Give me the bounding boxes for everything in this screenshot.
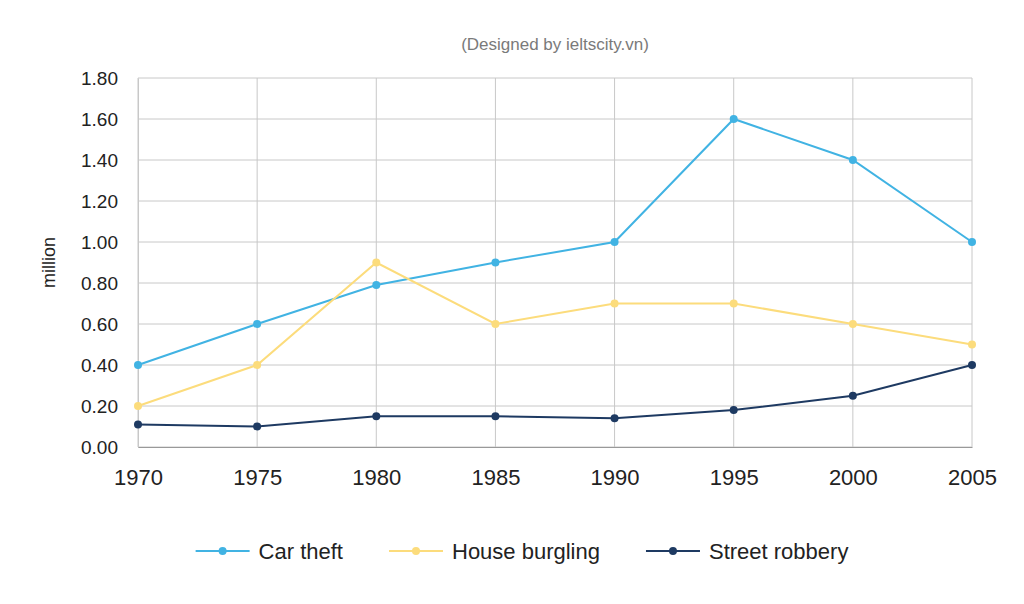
grid-line bbox=[138, 406, 972, 407]
x-tick-label: 2005 bbox=[948, 465, 997, 490]
grid-line bbox=[138, 201, 972, 202]
y-tick-label: 0.00 bbox=[81, 437, 118, 458]
grid-line bbox=[138, 447, 972, 448]
series-line bbox=[138, 263, 972, 407]
y-tick-label: 1.40 bbox=[81, 150, 118, 171]
series-point bbox=[253, 423, 261, 431]
series-point bbox=[611, 414, 619, 422]
y-tick: 1.60 bbox=[81, 109, 138, 130]
legend-marker bbox=[219, 547, 227, 555]
series-point bbox=[968, 238, 976, 246]
series-point bbox=[372, 412, 380, 420]
grid-line bbox=[138, 160, 972, 161]
grid-line bbox=[138, 242, 972, 243]
x-tick-label: 1985 bbox=[471, 465, 520, 490]
legend-item: House burgling bbox=[389, 539, 600, 564]
y-tick-label: 1.20 bbox=[81, 191, 118, 212]
series-point bbox=[372, 281, 380, 289]
series-point bbox=[491, 320, 499, 328]
legend: Car theft House burgling Street robbery bbox=[196, 539, 849, 564]
series-point bbox=[491, 259, 499, 267]
series-point bbox=[134, 420, 142, 428]
grid-line bbox=[138, 365, 972, 366]
x-tick-label: 1990 bbox=[591, 465, 640, 490]
series-point bbox=[968, 361, 976, 369]
y-tick-label: 0.80 bbox=[81, 273, 118, 294]
x-tick: 2005 bbox=[948, 447, 997, 490]
y-axis-title: million bbox=[39, 237, 59, 288]
title: (Designed by ieltscity.vn) bbox=[461, 35, 649, 54]
y-tick: 0.60 bbox=[81, 314, 138, 335]
legend-marker bbox=[412, 547, 420, 555]
x-tick: 1995 bbox=[710, 447, 759, 490]
y-tick-label: 0.60 bbox=[81, 314, 118, 335]
grid-line bbox=[733, 78, 734, 447]
series-point bbox=[849, 392, 857, 400]
x-axis: 1970 1975 1980 1985 1990 1995 2000 2005 bbox=[114, 447, 997, 490]
x-tick: 1990 bbox=[591, 447, 640, 490]
grid-line bbox=[257, 78, 258, 447]
grid-line bbox=[138, 78, 972, 79]
y-tick: 0.80 bbox=[81, 273, 138, 294]
series-point bbox=[611, 238, 619, 246]
series-point bbox=[849, 320, 857, 328]
x-tick-label: 1970 bbox=[114, 465, 163, 490]
y-axis-line bbox=[138, 79, 139, 448]
grid-line bbox=[138, 283, 972, 284]
chart: (Designed by ieltscity.vn)0.000.200.400.… bbox=[0, 0, 1024, 604]
series-line bbox=[138, 119, 972, 365]
x-tick: 1975 bbox=[233, 447, 282, 490]
x-tick: 2000 bbox=[829, 447, 878, 490]
series-point bbox=[134, 402, 142, 410]
x-tick: 1970 bbox=[114, 447, 163, 490]
series-point bbox=[730, 115, 738, 123]
grid-line bbox=[852, 78, 853, 447]
x-tick: 1980 bbox=[352, 447, 401, 490]
x-tick-label: 1995 bbox=[710, 465, 759, 490]
series-point bbox=[491, 412, 499, 420]
x-tick-label: 2000 bbox=[829, 465, 878, 490]
y-tick: 1.80 bbox=[81, 68, 138, 89]
grid-line bbox=[972, 78, 973, 447]
y-tick-label: 0.20 bbox=[81, 396, 118, 417]
series-line bbox=[138, 365, 972, 427]
legend-marker bbox=[669, 547, 677, 555]
x-tick-label: 1975 bbox=[233, 465, 282, 490]
y-tick-label: 1.00 bbox=[81, 232, 118, 253]
legend-label: Car theft bbox=[259, 539, 343, 564]
series-point bbox=[730, 406, 738, 414]
x-axis-line bbox=[139, 447, 973, 448]
series-point bbox=[849, 156, 857, 164]
legend-label: Street robbery bbox=[709, 539, 848, 564]
series-point bbox=[730, 300, 738, 308]
grid-line bbox=[138, 78, 139, 447]
series-point bbox=[968, 341, 976, 349]
series-point bbox=[611, 300, 619, 308]
y-tick: 1.00 bbox=[81, 232, 138, 253]
x-tick: 1985 bbox=[471, 447, 520, 490]
y-axis: 0.00 0.20 0.40 0.60 0.80 1.00 1.20 1.40 1.60 1.80 bbox=[81, 68, 138, 458]
legend-item: Street robbery bbox=[646, 539, 848, 564]
grid-line bbox=[138, 119, 972, 120]
plot: 0.00 0.20 0.40 0.60 0.80 1.00 1.20 1.40 1.60 1.80… bbox=[81, 68, 997, 490]
series-point bbox=[372, 259, 380, 267]
y-tick: 0.20 bbox=[81, 396, 138, 417]
y-tick-label: 0.40 bbox=[81, 355, 118, 376]
series-layer bbox=[134, 115, 976, 431]
series-point bbox=[134, 361, 142, 369]
y-tick-label: 1.80 bbox=[81, 68, 118, 89]
legend-label: House burgling bbox=[452, 539, 600, 564]
y-tick: 0.00 bbox=[81, 437, 138, 458]
x-tick-label: 1980 bbox=[352, 465, 401, 490]
y-tick: 1.20 bbox=[81, 191, 138, 212]
legend-item: Car theft bbox=[196, 539, 343, 564]
y-tick: 1.40 bbox=[81, 150, 138, 171]
y-tick-label: 1.60 bbox=[81, 109, 118, 130]
series-point bbox=[253, 361, 261, 369]
series-point bbox=[253, 320, 261, 328]
grid-line bbox=[614, 78, 615, 447]
grid bbox=[138, 78, 972, 447]
y-tick: 0.40 bbox=[81, 355, 138, 376]
